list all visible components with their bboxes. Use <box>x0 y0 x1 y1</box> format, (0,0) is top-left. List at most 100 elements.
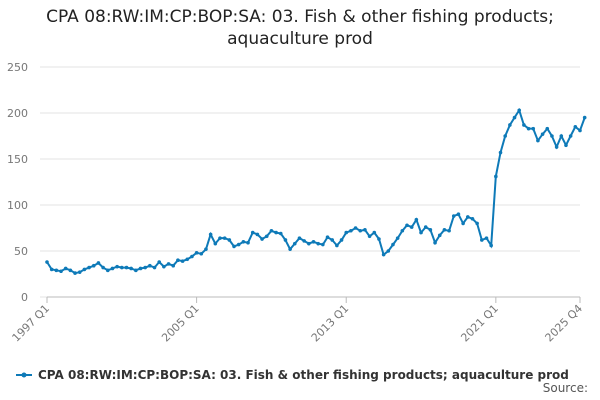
data-point <box>105 268 110 273</box>
data-point <box>372 230 377 235</box>
data-point <box>316 241 320 246</box>
data-point <box>442 228 447 232</box>
data-point <box>512 115 517 120</box>
data-point <box>190 254 194 259</box>
data-point <box>484 236 489 240</box>
data-point <box>353 226 358 230</box>
y-tick-label: 150 <box>7 153 28 166</box>
data-point <box>330 238 335 242</box>
data-point <box>264 234 269 239</box>
source-label: Source: <box>543 381 588 395</box>
data-point <box>232 244 236 249</box>
x-tick-label: 2005 Q1 <box>159 302 202 345</box>
data-point <box>49 267 54 272</box>
data-point <box>451 214 456 218</box>
data-point <box>559 134 564 138</box>
data-point <box>494 174 498 179</box>
data-point <box>545 126 550 131</box>
data-point <box>573 125 578 129</box>
data-point <box>400 228 405 233</box>
data-point <box>311 240 316 244</box>
data-point <box>526 126 531 131</box>
data-point <box>87 265 91 270</box>
data-point <box>428 228 433 232</box>
data-point <box>292 241 297 246</box>
data-point <box>101 265 105 270</box>
data-point <box>386 249 391 253</box>
data-point <box>522 123 526 127</box>
data-point <box>568 134 573 138</box>
data-point <box>283 238 288 242</box>
data-point <box>45 260 49 264</box>
data-point <box>77 270 82 274</box>
data-point <box>489 243 493 248</box>
data-point <box>222 236 227 240</box>
data-point <box>176 258 180 263</box>
data-point <box>550 134 554 138</box>
x-tick-label: 2021 Q1 <box>458 302 501 345</box>
data-point <box>480 238 484 242</box>
data-point <box>120 265 124 270</box>
data-point <box>255 232 260 237</box>
data-point <box>582 115 587 120</box>
y-tick-label: 250 <box>7 61 28 74</box>
x-tick-label: 2013 Q1 <box>309 302 352 345</box>
data-point <box>260 237 264 241</box>
data-point <box>274 230 278 235</box>
data-point <box>73 271 77 275</box>
data-point <box>138 266 143 271</box>
data-point <box>59 269 63 274</box>
data-point <box>134 268 138 273</box>
y-tick-label: 50 <box>14 245 28 258</box>
data-point <box>325 235 330 239</box>
data-point <box>278 231 283 236</box>
data-point <box>456 212 461 216</box>
data-point <box>508 123 512 127</box>
data-point <box>465 215 470 219</box>
data-point <box>68 268 73 273</box>
data-point <box>377 237 381 241</box>
data-point <box>204 247 208 251</box>
data-point <box>148 263 152 268</box>
data-point <box>297 236 302 240</box>
data-point <box>321 242 325 247</box>
data-point <box>307 241 311 246</box>
data-point <box>531 126 536 131</box>
x-tick-label: 1997 Q1 <box>10 302 53 345</box>
data-point <box>208 232 213 237</box>
chart-title: CPA 08:RW:IM:CP:BOP:SA: 03. Fish & other… <box>46 7 554 49</box>
data-point <box>236 242 241 247</box>
data-point <box>96 261 101 265</box>
data-point <box>423 225 428 229</box>
data-point <box>157 260 162 264</box>
y-tick-label: 200 <box>7 107 28 120</box>
data-point <box>185 257 190 262</box>
data-point <box>564 143 568 147</box>
data-point <box>241 240 246 244</box>
data-point <box>461 221 465 226</box>
data-point <box>227 238 232 242</box>
data-point <box>381 252 386 257</box>
data-point <box>344 230 349 235</box>
data-point <box>246 240 250 245</box>
data-point <box>82 267 87 272</box>
data-point <box>395 236 400 240</box>
data-point <box>339 238 344 242</box>
data-point <box>349 228 353 233</box>
data-point <box>419 230 423 235</box>
data-point <box>63 266 68 271</box>
data-point <box>433 240 437 245</box>
data-point <box>498 150 503 155</box>
legend-label: CPA 08:RW:IM:CP:BOP:SA: 03. Fish & other… <box>38 368 569 382</box>
data-point <box>367 234 372 239</box>
data-point <box>218 236 222 240</box>
data-point <box>409 225 414 229</box>
y-tick-label: 100 <box>7 199 28 212</box>
y-tick-label: 0 <box>21 291 28 304</box>
data-point <box>199 251 204 256</box>
data-point <box>194 251 199 255</box>
data-point <box>269 228 274 233</box>
data-point <box>503 134 507 138</box>
data-point <box>152 265 157 270</box>
